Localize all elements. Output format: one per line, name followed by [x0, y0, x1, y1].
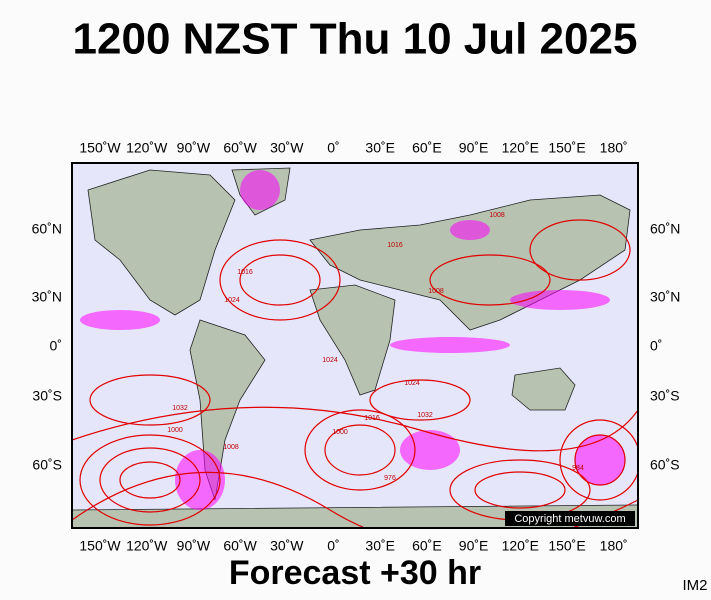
lon-label-bottom: 30˚W: [270, 538, 304, 554]
isobar-label: 1032: [172, 405, 188, 412]
lon-label-bottom: 120˚E: [502, 538, 539, 554]
lon-label-top: 30˚E: [365, 140, 395, 156]
footer: Forecast +30 hr: [229, 554, 481, 592]
lon-label-bottom: 120˚W: [126, 538, 168, 554]
isobar-label: 976: [384, 475, 396, 482]
lat-label-left: 60˚S: [32, 457, 62, 473]
lon-label-top: 60˚E: [412, 140, 442, 156]
lon-label-bottom: 0˚: [327, 538, 339, 554]
isobar-label: 1000: [332, 429, 348, 436]
isobar-label: 1024: [322, 357, 338, 364]
lon-label-top: 90˚W: [177, 140, 211, 156]
map-area: 1008 1024 1016 1016 1024 1032 1024 1016 1000 976 9…: [72, 163, 638, 528]
lon-label-bottom: 60˚W: [223, 538, 257, 554]
lat-label-left: 60˚N: [32, 221, 62, 237]
lat-label-left: 30˚N: [32, 289, 62, 305]
isobar-label: 1016: [237, 269, 253, 276]
isobar-label: 1024: [224, 297, 240, 304]
isobars: [72, 219, 638, 528]
lon-label-bottom: 150˚W: [79, 538, 121, 554]
isobar-label: 1008: [223, 444, 239, 451]
isobar-label: 1016: [364, 415, 380, 422]
lon-label-bottom: 60˚E: [412, 538, 442, 554]
image-id: IM2: [682, 577, 707, 594]
lat-label-right: 60˚N: [650, 221, 680, 237]
isobar-label: 1024: [404, 380, 420, 387]
lon-label-top: 60˚W: [223, 140, 257, 156]
lat-label-left: 0˚: [50, 338, 62, 354]
lon-label-bottom: 90˚E: [459, 538, 489, 554]
isobar-label: 1032: [417, 412, 433, 419]
lat-label-left: 30˚S: [32, 388, 62, 404]
axis-labels: 150˚W 150˚W 120˚W 120˚W 90˚W 90˚W 60˚W 60˚W 30˚W…: [32, 140, 681, 554]
map-frame: [71, 162, 639, 529]
isobar-label: 1016: [387, 242, 403, 249]
lon-label-bottom: 90˚W: [177, 538, 211, 554]
lat-label-right: 60˚S: [650, 457, 680, 473]
isobar-label: 1008: [489, 212, 505, 219]
isobar-label: 984: [572, 465, 584, 472]
lon-label-top: 0˚: [327, 140, 339, 156]
lon-label-bottom: 150˚E: [548, 538, 585, 554]
copyright-box: [505, 511, 635, 526]
copyright: Copyright metvuw.com: [514, 513, 625, 525]
isobar-label: 1008: [428, 288, 444, 295]
land: [72, 167, 638, 528]
lon-label-top: 150˚W: [79, 140, 121, 156]
lon-label-top: 120˚W: [126, 140, 168, 156]
isobar-labels: 1008 1024 1016 1016 1024 1032 1024 1016 1000 976 9…: [167, 212, 584, 482]
lon-label-bottom: 180˚: [600, 538, 628, 554]
lon-label-top: 150˚E: [548, 140, 585, 156]
lon-label-bottom: 30˚E: [365, 538, 395, 554]
lon-label-top: 30˚W: [270, 140, 304, 156]
lat-label-right: 30˚S: [650, 388, 680, 404]
title: 1200 NZST Thu 10 Jul 2025: [73, 15, 638, 64]
isobar-label: 1000: [167, 427, 183, 434]
lon-label-top: 120˚E: [502, 140, 539, 156]
lon-label-top: 90˚E: [459, 140, 489, 156]
lon-label-top: 180˚: [600, 140, 628, 156]
lat-label-right: 0˚: [650, 338, 662, 354]
lat-label-right: 30˚N: [650, 289, 680, 305]
